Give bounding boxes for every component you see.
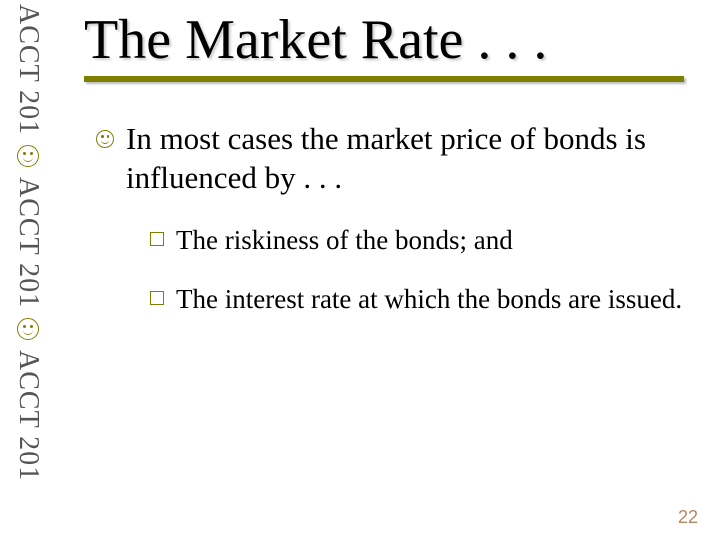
square-bullet-icon: [150, 232, 166, 248]
smiley-divider-icon: [17, 318, 39, 340]
sub-bullet-row: The riskiness of the bonds; and: [150, 224, 712, 258]
title-underline: [84, 76, 684, 82]
course-label-3: ACCT 201: [12, 350, 44, 481]
course-label-1: ACCT 201: [12, 4, 44, 135]
smiley-divider-icon: [17, 145, 39, 167]
course-label-2: ACCT 201: [12, 177, 44, 308]
slide-title: The Market Rate . . .: [84, 8, 712, 72]
sidebar: ACCT 201 ACCT 201 ACCT 201: [0, 0, 56, 540]
sub-bullet-text: The riskiness of the bonds; and: [176, 224, 513, 258]
page-number: 22: [678, 507, 698, 528]
sub-bullet-text: The interest rate at which the bonds are…: [176, 283, 682, 317]
square-bullet-icon: [150, 291, 166, 307]
smiley-bullet-icon: [96, 130, 114, 148]
slide-content: The Market Rate . . . In most cases the …: [72, 0, 712, 540]
bullet-row: In most cases the market price of bonds …: [96, 120, 712, 198]
bullet-text: In most cases the market price of bonds …: [126, 120, 712, 198]
sub-bullet-row: The interest rate at which the bonds are…: [150, 283, 712, 317]
